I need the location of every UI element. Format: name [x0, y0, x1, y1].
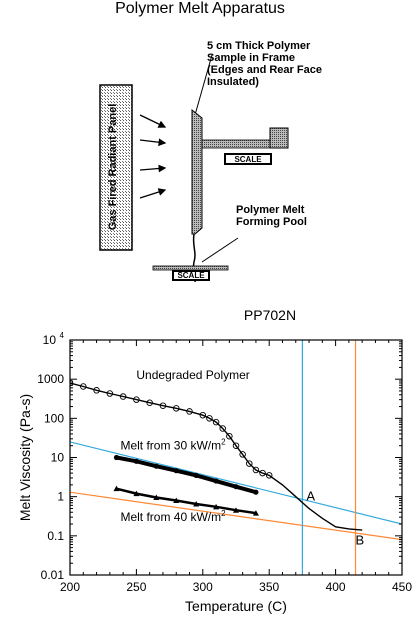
plot-area: [70, 340, 402, 575]
curve-label: Melt from 40 kW/m2: [120, 509, 226, 524]
upper-scale-label: SCALE: [234, 155, 262, 164]
data-point-undegraded: [93, 387, 100, 394]
y-tick-label: 100: [44, 411, 64, 425]
trend-line: [70, 441, 402, 525]
melt-40-band: [116, 487, 257, 515]
data-point-undegraded: [259, 469, 266, 477]
y-tick-label: 10: [51, 451, 65, 465]
data-point-undegraded: [80, 383, 87, 390]
chart-title: PP702N: [243, 307, 297, 323]
curve-label: Undegraded Polymer: [136, 368, 249, 382]
data-point-undegraded: [232, 442, 240, 449]
y-tick-label-exponent: 4: [60, 331, 65, 340]
data-point-melt-40: [213, 503, 220, 510]
frame-counterweight: [269, 127, 289, 149]
data-point-undegraded: [265, 472, 273, 479]
point-annotation: B: [356, 533, 365, 548]
data-point-melt-40: [233, 507, 239, 513]
melt-30-band: [116, 455, 257, 495]
data-point-melt-40: [133, 490, 140, 497]
radiation-arrow: [139, 164, 167, 173]
radiant-panel: [99, 84, 133, 251]
data-point-undegraded: [212, 418, 220, 426]
radiation-arrow: [139, 188, 167, 199]
y-tick-label: 10: [43, 333, 57, 347]
y-tick-label: 0.01: [41, 568, 65, 582]
pool-pointer: [201, 237, 239, 263]
point-annotation: A: [306, 488, 315, 503]
y-axis-label: Melt Viscosity (Pa-s): [17, 394, 33, 521]
y-tick-label: 0.1: [47, 529, 64, 543]
data-point-undegraded: [119, 393, 127, 400]
data-point-melt-30: [233, 484, 239, 490]
data-point-undegraded: [106, 390, 114, 397]
data-point-melt-30: [193, 472, 199, 478]
data-point-melt-30: [153, 463, 159, 469]
apparatus-title: Polymer Melt Apparatus: [115, 0, 285, 17]
data-point-melt-40: [153, 494, 160, 501]
y-tick-label: 1: [57, 490, 64, 504]
data-point-melt-30: [133, 458, 139, 464]
data-point-undegraded: [199, 411, 207, 419]
data-point-undegraded: [146, 399, 153, 406]
radiation-arrow: [139, 114, 167, 128]
data-point-undegraded: [172, 405, 180, 412]
data-point-undegraded: [219, 425, 226, 432]
data-point-undegraded: [246, 460, 253, 467]
x-tick-label: 450: [392, 580, 412, 594]
data-point-melt-30: [213, 478, 219, 484]
apparatus-diagram: Gas Fired Radiant Panel SCALE SCALE: [99, 54, 289, 283]
x-tick-label: 250: [126, 580, 146, 594]
data-point-undegraded: [206, 415, 213, 422]
note-pointer: [192, 54, 213, 123]
x-axis-label: Temperature (C): [185, 598, 287, 614]
data-point-melt-30: [173, 468, 179, 474]
polymer-sample: [191, 108, 203, 235]
x-tick-label: 200: [60, 580, 80, 594]
sample-note: 5 cm Thick Polymer Sample in Frame (Edge…: [207, 40, 322, 88]
x-tick-label: 350: [259, 580, 279, 594]
panel-label: Gas Fired Radiant Panel: [107, 104, 119, 231]
x-tick-label: 400: [326, 580, 346, 594]
data-point-melt-40: [113, 485, 120, 492]
data-point-melt-30: [253, 489, 259, 495]
data-point-melt-30: [113, 454, 120, 461]
data-point-melt-40: [193, 500, 200, 507]
data-point-melt-40: [173, 497, 180, 503]
radiation-arrow: [139, 138, 167, 147]
data-point-melt-40: [252, 510, 259, 516]
undegraded-polymer-curve: [70, 382, 363, 531]
data-point-undegraded: [252, 466, 260, 474]
data-point-undegraded: [186, 408, 193, 415]
y-tick-label: 1000: [37, 372, 64, 386]
x-tick-label: 300: [193, 580, 213, 594]
pool-note: Polymer Melt Forming Pool: [236, 204, 307, 228]
lower-scale-label: SCALE: [177, 271, 205, 280]
trend-line: [70, 491, 402, 541]
data-point-undegraded: [159, 402, 167, 409]
curve-label: Melt from 30 kW/m2: [120, 438, 226, 453]
data-point-undegraded: [133, 396, 140, 403]
data-point-undegraded: [226, 432, 233, 440]
data-point-undegraded: [239, 451, 246, 458]
